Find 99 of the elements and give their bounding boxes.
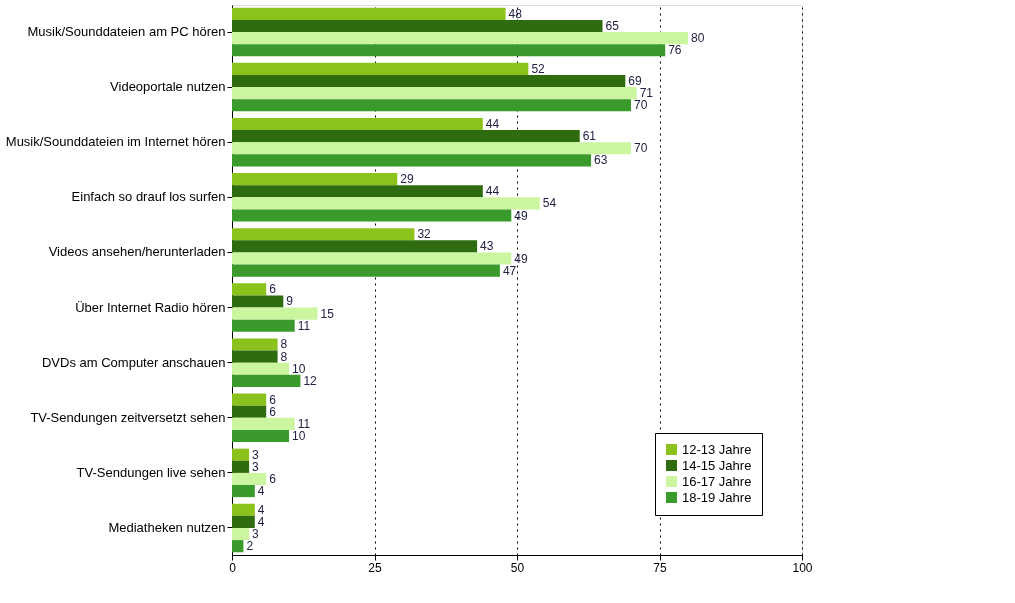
bar <box>232 154 592 167</box>
data-label: 3 <box>252 527 260 542</box>
data-label: 69 <box>628 74 642 89</box>
data-label: 11 <box>297 416 311 431</box>
bar <box>232 142 631 155</box>
bar <box>232 429 289 443</box>
bar <box>232 503 255 516</box>
bar <box>232 32 688 45</box>
y-tick-label: Videos ansehen/herunterladen <box>48 244 226 260</box>
data-label: 70 <box>634 98 648 113</box>
data-label: 9 <box>286 294 294 309</box>
data-label: 32 <box>417 227 432 242</box>
data-label: 70 <box>634 141 648 156</box>
bar <box>232 295 284 308</box>
bar <box>232 87 637 100</box>
y-tick-label: Videoportale nutzen <box>110 79 226 95</box>
bar <box>232 350 278 363</box>
y-tick-label: Über Internet Radio hören <box>75 299 226 315</box>
x-tick-label: 25 <box>368 560 382 575</box>
bar <box>232 362 289 375</box>
x-tick-label: 75 <box>653 560 667 575</box>
bar <box>232 197 540 210</box>
data-label: 10 <box>292 361 306 376</box>
data-label: 43 <box>480 239 494 254</box>
data-label: 71 <box>639 86 654 101</box>
bar <box>232 130 580 143</box>
legend-label: 18-19 Jahre <box>682 489 752 505</box>
bar <box>232 393 267 406</box>
bar <box>232 485 255 498</box>
bar <box>232 74 626 88</box>
bar <box>232 338 278 351</box>
data-label: 54 <box>542 196 557 211</box>
data-label: 29 <box>400 172 414 187</box>
bar <box>232 307 318 320</box>
data-label: 4 <box>257 484 265 499</box>
data-label: 65 <box>605 18 620 33</box>
bar <box>232 472 267 486</box>
bar <box>232 19 603 32</box>
bar <box>232 460 250 473</box>
bar <box>232 319 295 332</box>
data-label: 15 <box>320 306 335 321</box>
bar <box>232 209 512 222</box>
data-label: 11 <box>297 318 311 333</box>
data-label: 80 <box>691 31 705 46</box>
legend-label: 16-17 Jahre <box>682 473 752 489</box>
bar <box>232 283 267 296</box>
data-label: 2 <box>246 539 254 554</box>
data-label: 6 <box>269 392 277 407</box>
y-tick-label: Mediatheken nutzen <box>108 520 226 535</box>
bar <box>232 448 250 461</box>
y-tick-label: Musik/Sounddateien am PC hören <box>27 24 226 39</box>
bar <box>232 528 250 541</box>
data-label: 48 <box>508 6 523 21</box>
bar <box>232 185 483 198</box>
bar <box>232 540 244 553</box>
data-label: 3 <box>252 459 260 474</box>
data-label: 61 <box>582 129 597 144</box>
y-tick-label: Musik/Sounddateien im Internet hören <box>5 134 226 150</box>
x-tick-label: 0 <box>229 560 237 575</box>
data-label: 8 <box>280 349 288 364</box>
y-tick-label: TV-Sendungen zeitversetzt sehen <box>30 409 226 425</box>
x-tick-label: 50 <box>510 560 525 575</box>
data-label: 4 <box>257 514 265 529</box>
data-label: 44 <box>485 184 500 199</box>
data-label: 49 <box>514 208 528 223</box>
data-label: 76 <box>668 43 682 58</box>
bar <box>232 62 529 75</box>
bar <box>232 228 415 241</box>
bar <box>232 44 666 57</box>
data-label: 3 <box>252 447 260 462</box>
bar <box>232 7 506 20</box>
x-tick-label: 100 <box>792 560 813 575</box>
bar <box>232 417 295 430</box>
data-label: 47 <box>502 263 517 278</box>
y-tick-label: TV-Sendungen live sehen <box>76 464 226 480</box>
bar <box>232 264 500 277</box>
bar <box>232 405 267 418</box>
bar <box>232 374 301 387</box>
data-label: 63 <box>594 153 608 168</box>
bar <box>232 252 512 265</box>
data-label: 10 <box>292 428 306 443</box>
data-label: 6 <box>269 282 277 297</box>
bar <box>232 173 398 186</box>
data-label: 8 <box>280 337 288 352</box>
data-label: 44 <box>485 117 500 132</box>
legend-label: 12-13 Jahre <box>682 441 752 457</box>
bar <box>232 515 255 528</box>
data-label: 12 <box>303 373 318 388</box>
y-tick-label: Einfach so drauf los surfen <box>71 189 226 205</box>
legend-label: 14-15 Jahre <box>682 457 752 473</box>
bar <box>232 117 483 131</box>
y-tick-label: DVDs am Computer anschauen <box>41 354 226 370</box>
bar <box>232 99 631 112</box>
data-label: 6 <box>269 471 277 486</box>
bar <box>232 240 478 253</box>
data-label: 52 <box>531 61 546 76</box>
data-label: 6 <box>269 404 277 419</box>
data-label: 4 <box>257 502 265 517</box>
data-label: 49 <box>514 251 528 266</box>
